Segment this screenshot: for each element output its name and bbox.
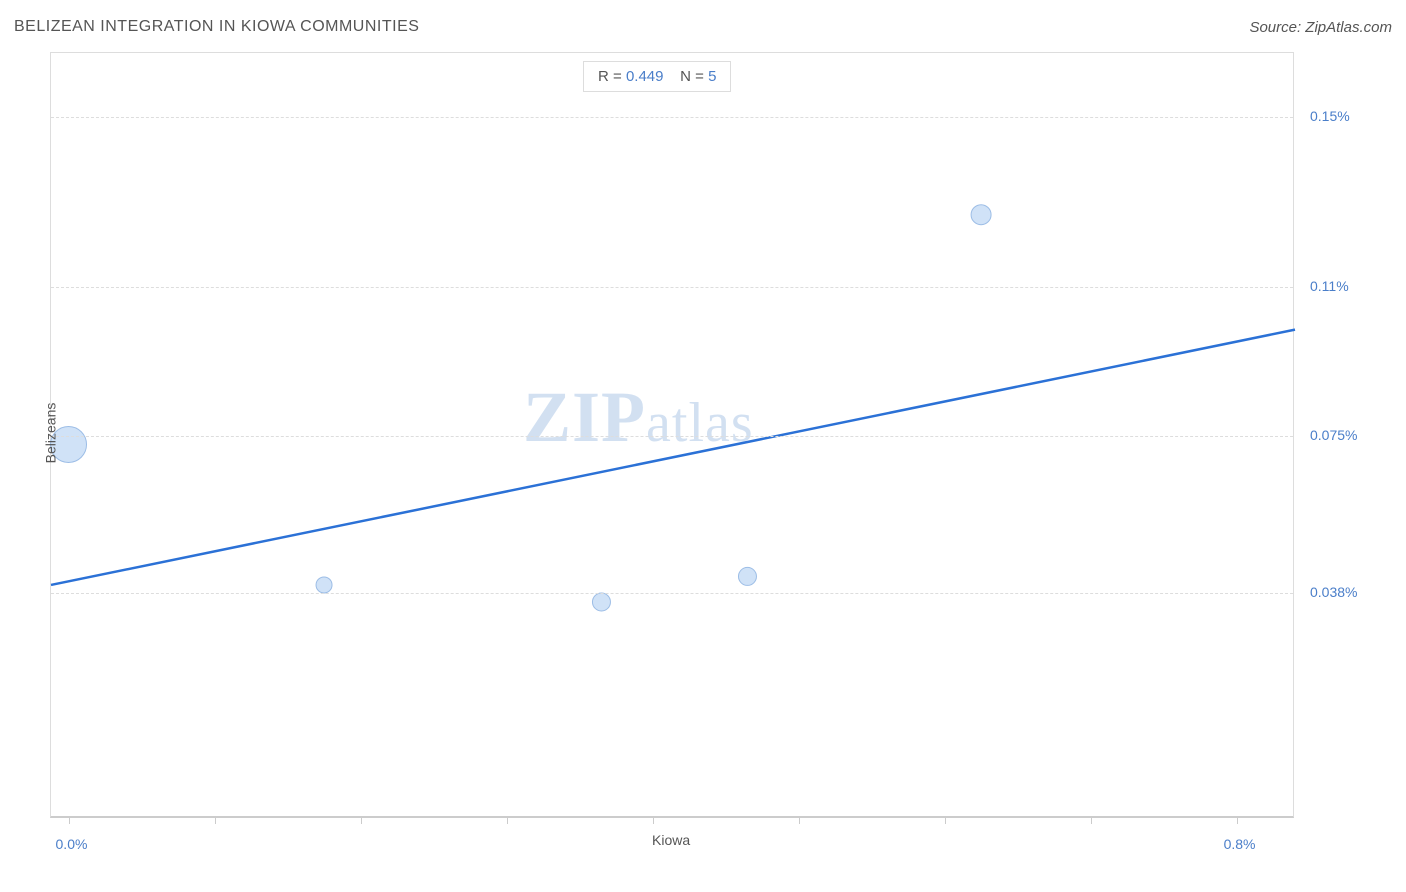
x-tick xyxy=(507,816,508,824)
stats-r-value: 0.449 xyxy=(626,68,664,85)
data-point xyxy=(971,205,991,225)
x-tick xyxy=(799,816,800,824)
chart-plot-area: R = 0.449 N = 5 ZIPatlas xyxy=(50,52,1294,818)
x-tick xyxy=(361,816,362,824)
data-point xyxy=(738,567,756,585)
chart-title: BELIZEAN INTEGRATION IN KIOWA COMMUNITIE… xyxy=(14,18,419,36)
x-tick xyxy=(69,816,70,824)
stats-n-value: 5 xyxy=(708,68,716,85)
y-tick-label: 0.11% xyxy=(1310,278,1349,294)
regression-line xyxy=(51,330,1295,585)
x-axis-label: Kiowa xyxy=(652,832,690,848)
x-tick xyxy=(1237,816,1238,824)
data-point xyxy=(592,593,610,611)
x-tick-label: 0.0% xyxy=(56,836,88,852)
gridline-h xyxy=(51,287,1293,288)
y-axis-label: Belizeans xyxy=(42,403,58,464)
x-tick xyxy=(215,816,216,824)
data-point xyxy=(316,577,332,593)
x-tick xyxy=(945,816,946,824)
x-tick xyxy=(1091,816,1092,824)
stats-n-label: N = xyxy=(680,68,704,85)
chart-svg xyxy=(51,53,1293,816)
x-tick-label: 0.8% xyxy=(1224,836,1256,852)
stats-box: R = 0.449 N = 5 xyxy=(583,61,731,92)
stats-r-label: R = xyxy=(598,68,622,85)
chart-source: Source: ZipAtlas.com xyxy=(1249,19,1392,36)
y-tick-label: 0.038% xyxy=(1310,584,1357,600)
gridline-h xyxy=(51,593,1293,594)
y-tick-label: 0.15% xyxy=(1310,108,1350,124)
y-tick-label: 0.075% xyxy=(1310,427,1357,443)
gridline-h xyxy=(51,436,1293,437)
x-tick xyxy=(653,816,654,824)
gridline-h xyxy=(51,117,1293,118)
